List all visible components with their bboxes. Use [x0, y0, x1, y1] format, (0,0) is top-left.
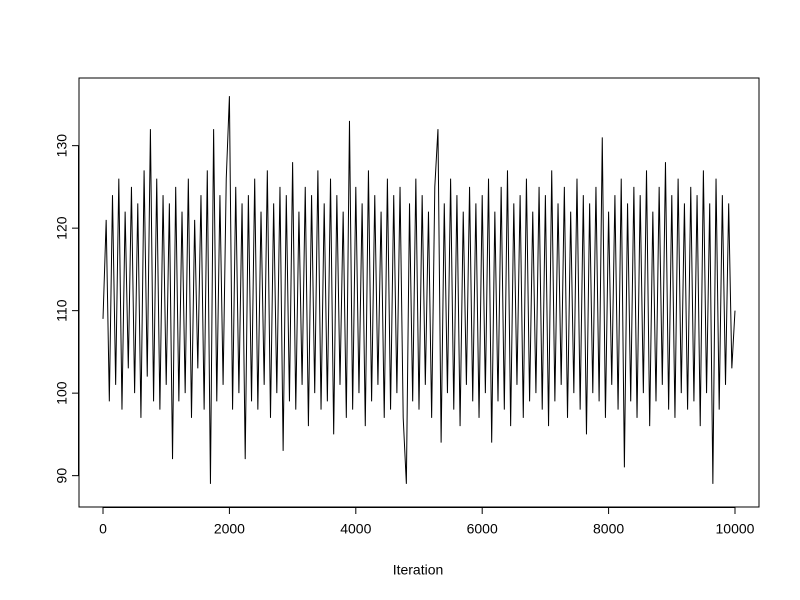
x-tick-label: 2000: [214, 521, 245, 537]
y-tick-label: 120: [54, 216, 70, 240]
x-tick-label: 8000: [593, 521, 624, 537]
y-tick-label: 100: [54, 381, 70, 405]
y-tick-label: 90: [54, 468, 70, 484]
x-tick-label: 4000: [340, 521, 371, 537]
x-tick-label: 6000: [467, 521, 498, 537]
y-tick-label: 110: [54, 299, 70, 322]
x-axis-label: Iteration: [393, 562, 444, 578]
x-tick-label: 10000: [716, 521, 755, 537]
x-tick-label: 0: [99, 521, 107, 537]
trace-line: [102, 96, 736, 484]
y-tick-label: 130: [54, 134, 70, 158]
